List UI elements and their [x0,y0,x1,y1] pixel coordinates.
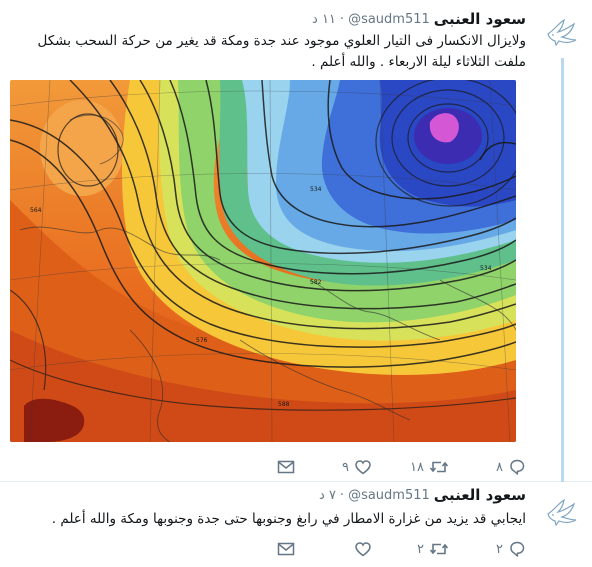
contour-label: 534 [480,265,492,272]
reply-count: ٨ [496,459,503,475]
reply-count: ٢ [496,541,503,557]
reply-button[interactable]: ٢ [449,540,526,558]
reply-bubble-icon [510,541,525,557]
weather-map-graphic: 534 534 564 576 588 582 [10,80,516,442]
display-name[interactable]: سعود العنبى [433,486,526,504]
contour-label: 582 [310,279,322,286]
tweet-text: ولايزال الانكسار فى التيار العلوي موجود … [37,33,527,70]
user-handle[interactable]: @saudm511 [348,11,430,27]
avatar[interactable] [542,12,582,52]
like-button[interactable] [295,540,372,558]
tweet[interactable] [0,482,592,567]
dm-button[interactable] [266,459,295,475]
retweet-count: ١٨ [410,459,424,475]
tweet-header: سعود العنبى @saudm511 · ١١ د [312,9,526,29]
separator-dot: · [339,487,345,503]
retweet-button[interactable]: ١٨ [372,458,449,476]
display-name[interactable]: سعود العنبى [433,10,526,28]
heart-icon [355,542,371,557]
envelope-icon [277,542,295,556]
contour-label: 576 [196,337,208,344]
timestamp[interactable]: ١١ د [312,11,336,27]
white-dove-icon [547,18,577,47]
timestamp[interactable]: ٧ د [319,487,336,503]
weather-map-image[interactable]: 534 534 564 576 588 582 [10,80,516,442]
reply-button[interactable]: ٨ [449,458,526,476]
tweet[interactable]: سعود العنبى @saudm511 · ١١ د ولايزال الا… [0,0,592,482]
contour-label: 564 [30,207,42,214]
tweet-text: ايجابي قد يزيد من غزارة الامطار في رابغ … [51,511,526,527]
separator-dot: · [339,11,345,27]
like-button[interactable]: ٩ [295,458,372,476]
retweet-count: ٢ [416,541,424,557]
tweet-header: سعود العنبى @saudm511 · ٧ د [319,485,526,505]
avatar[interactable] [542,492,582,532]
contour-label: 534 [310,186,322,193]
thread-line [561,58,564,482]
tweet-actions: ٨ ١٨ ٩ [266,457,526,477]
reply-bubble-icon [510,459,525,475]
user-handle[interactable]: @saudm511 [348,487,430,503]
retweet-icon [429,543,449,555]
like-count: ٩ [341,459,349,475]
envelope-icon [277,460,295,474]
heart-icon [355,460,371,475]
retweet-icon [429,461,449,473]
white-dove-icon [547,498,577,527]
retweet-button[interactable]: ٢ [372,540,449,558]
dm-button[interactable] [266,541,295,557]
tweet-actions: ٢ ٢ [266,539,526,559]
contour-label: 588 [278,401,290,408]
